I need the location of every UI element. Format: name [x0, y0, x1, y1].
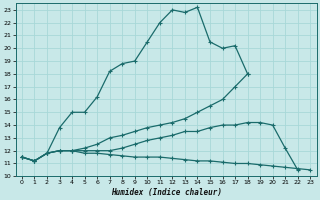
X-axis label: Humidex (Indice chaleur): Humidex (Indice chaleur) — [111, 188, 221, 197]
